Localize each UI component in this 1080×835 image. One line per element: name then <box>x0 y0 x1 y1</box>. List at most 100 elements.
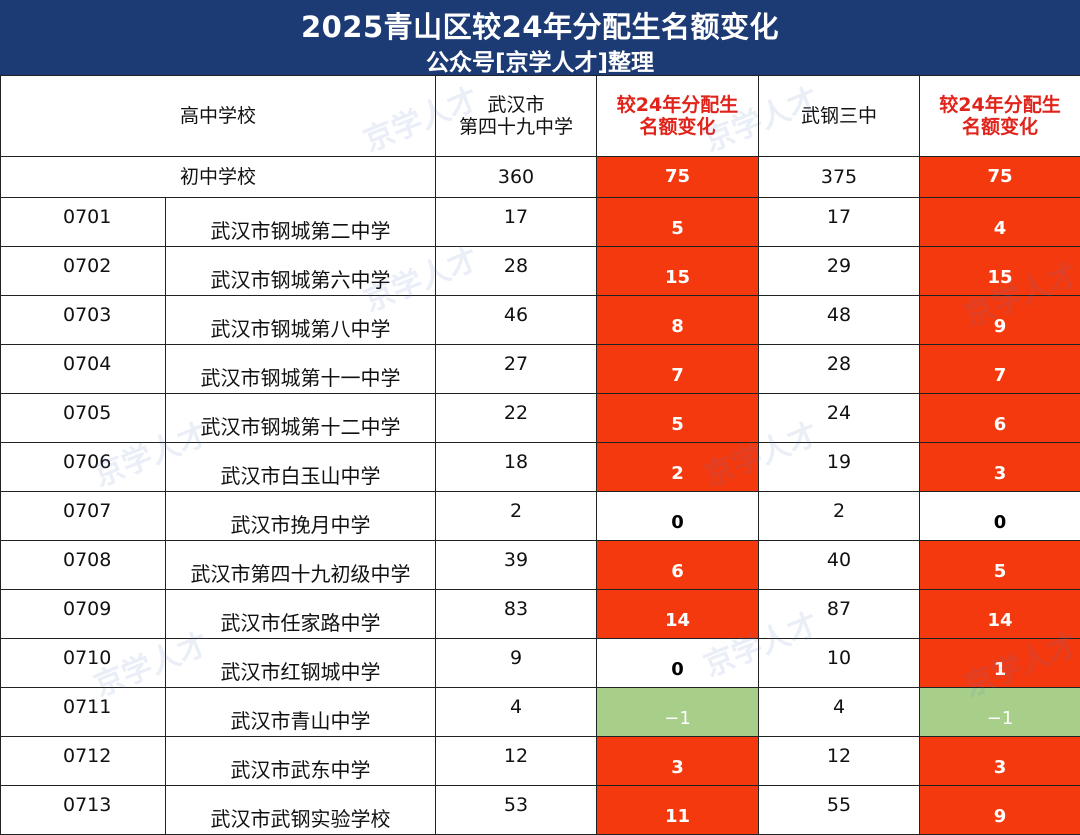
hs1-quota: 53 <box>436 786 597 835</box>
school-code: 0713 <box>1 786 166 835</box>
school-name: 武汉市青山中学 <box>166 688 436 737</box>
hs1-change: 15 <box>597 247 759 296</box>
school-code: 0701 <box>1 198 166 247</box>
hs2-quota: 40 <box>759 541 920 590</box>
hs1-quota: 22 <box>436 394 597 443</box>
hs1-change: 14 <box>597 590 759 639</box>
hs1-quota: 9 <box>436 639 597 688</box>
hs1-change: 2 <box>597 443 759 492</box>
school-code: 0704 <box>1 345 166 394</box>
school-code: 0707 <box>1 492 166 541</box>
hs2-change: 4 <box>920 198 1080 247</box>
hs2-quota: 24 <box>759 394 920 443</box>
hs1-change: 6 <box>597 541 759 590</box>
school-name: 武汉市钢城第六中学 <box>166 247 436 296</box>
title-banner: 2025青山区较24年分配生名额变化 公众号[京学人才]整理 <box>0 0 1080 75</box>
total-change1: 75 <box>597 157 759 198</box>
hs2-change: 0 <box>920 492 1080 541</box>
school-code: 0712 <box>1 737 166 786</box>
header-hs2: 武钢三中 <box>759 76 920 157</box>
hs1-change: 8 <box>597 296 759 345</box>
hs2-quota: 87 <box>759 590 920 639</box>
total-label: 初中学校 <box>1 157 436 198</box>
school-name: 武汉市任家路中学 <box>166 590 436 639</box>
page-subtitle: 公众号[京学人才]整理 <box>0 43 1080 77</box>
school-name: 武汉市钢城第二中学 <box>166 198 436 247</box>
hs2-quota: 17 <box>759 198 920 247</box>
hs1-quota: 2 <box>436 492 597 541</box>
header-change2: 较24年分配生名额变化 <box>920 76 1080 157</box>
header-change1: 较24年分配生名额变化 <box>597 76 759 157</box>
hs2-quota: 2 <box>759 492 920 541</box>
page-title: 2025青山区较24年分配生名额变化 <box>0 4 1080 46</box>
total-hs1: 360 <box>436 157 597 198</box>
hs2-change: 5 <box>920 541 1080 590</box>
hs1-quota: 27 <box>436 345 597 394</box>
hs2-quota: 55 <box>759 786 920 835</box>
total-row: 初中学校 360 75 375 75 <box>1 157 1080 198</box>
school-name: 武汉市钢城第八中学 <box>166 296 436 345</box>
total-hs2: 375 <box>759 157 920 198</box>
hs2-quota: 19 <box>759 443 920 492</box>
hs1-change: 7 <box>597 345 759 394</box>
hs2-change: 7 <box>920 345 1080 394</box>
hs1-change: 11 <box>597 786 759 835</box>
school-code: 0711 <box>1 688 166 737</box>
school-code: 0705 <box>1 394 166 443</box>
hs1-quota: 46 <box>436 296 597 345</box>
total-change2: 75 <box>920 157 1080 198</box>
hs2-quota: 4 <box>759 688 920 737</box>
school-code: 0709 <box>1 590 166 639</box>
hs2-quota: 12 <box>759 737 920 786</box>
hs1-quota: 83 <box>436 590 597 639</box>
hs1-change: 5 <box>597 198 759 247</box>
school-code: 0710 <box>1 639 166 688</box>
hs2-quota: 10 <box>759 639 920 688</box>
school-name: 武汉市钢城第十一中学 <box>166 345 436 394</box>
school-name: 武汉市第四十九初级中学 <box>166 541 436 590</box>
header-hs1: 武汉市第四十九中学 <box>436 76 597 157</box>
school-name: 武汉市钢城第十二中学 <box>166 394 436 443</box>
hs1-quota: 17 <box>436 198 597 247</box>
hs1-change: 0 <box>597 492 759 541</box>
hs2-change: 3 <box>920 443 1080 492</box>
hs1-change: 5 <box>597 394 759 443</box>
hs1-change: 3 <box>597 737 759 786</box>
school-code: 0708 <box>1 541 166 590</box>
hs2-quota: 48 <box>759 296 920 345</box>
hs1-quota: 18 <box>436 443 597 492</box>
hs1-quota: 12 <box>436 737 597 786</box>
school-name: 武汉市武钢实验学校 <box>166 786 436 835</box>
hs2-change: 1 <box>920 639 1080 688</box>
school-name: 武汉市武东中学 <box>166 737 436 786</box>
hs2-change: 3 <box>920 737 1080 786</box>
school-code: 0706 <box>1 443 166 492</box>
hs1-quota: 4 <box>436 688 597 737</box>
hs2-quota: 29 <box>759 247 920 296</box>
hs2-change: 15 <box>920 247 1080 296</box>
school-name: 武汉市白玉山中学 <box>166 443 436 492</box>
header-row: 高中学校 武汉市第四十九中学 较24年分配生名额变化 武钢三中 较24年分配生名… <box>1 76 1080 157</box>
school-code: 0703 <box>1 296 166 345</box>
hs2-change: 9 <box>920 786 1080 835</box>
header-school: 高中学校 <box>1 76 436 157</box>
school-name: 武汉市挽月中学 <box>166 492 436 541</box>
school-name: 武汉市红钢城中学 <box>166 639 436 688</box>
hs2-quota: 28 <box>759 345 920 394</box>
hs1-change: 0 <box>597 639 759 688</box>
quota-table: 高中学校 武汉市第四十九中学 较24年分配生名额变化 武钢三中 较24年分配生名… <box>0 75 1080 835</box>
hs2-change: −1 <box>920 688 1080 737</box>
hs2-change: 6 <box>920 394 1080 443</box>
